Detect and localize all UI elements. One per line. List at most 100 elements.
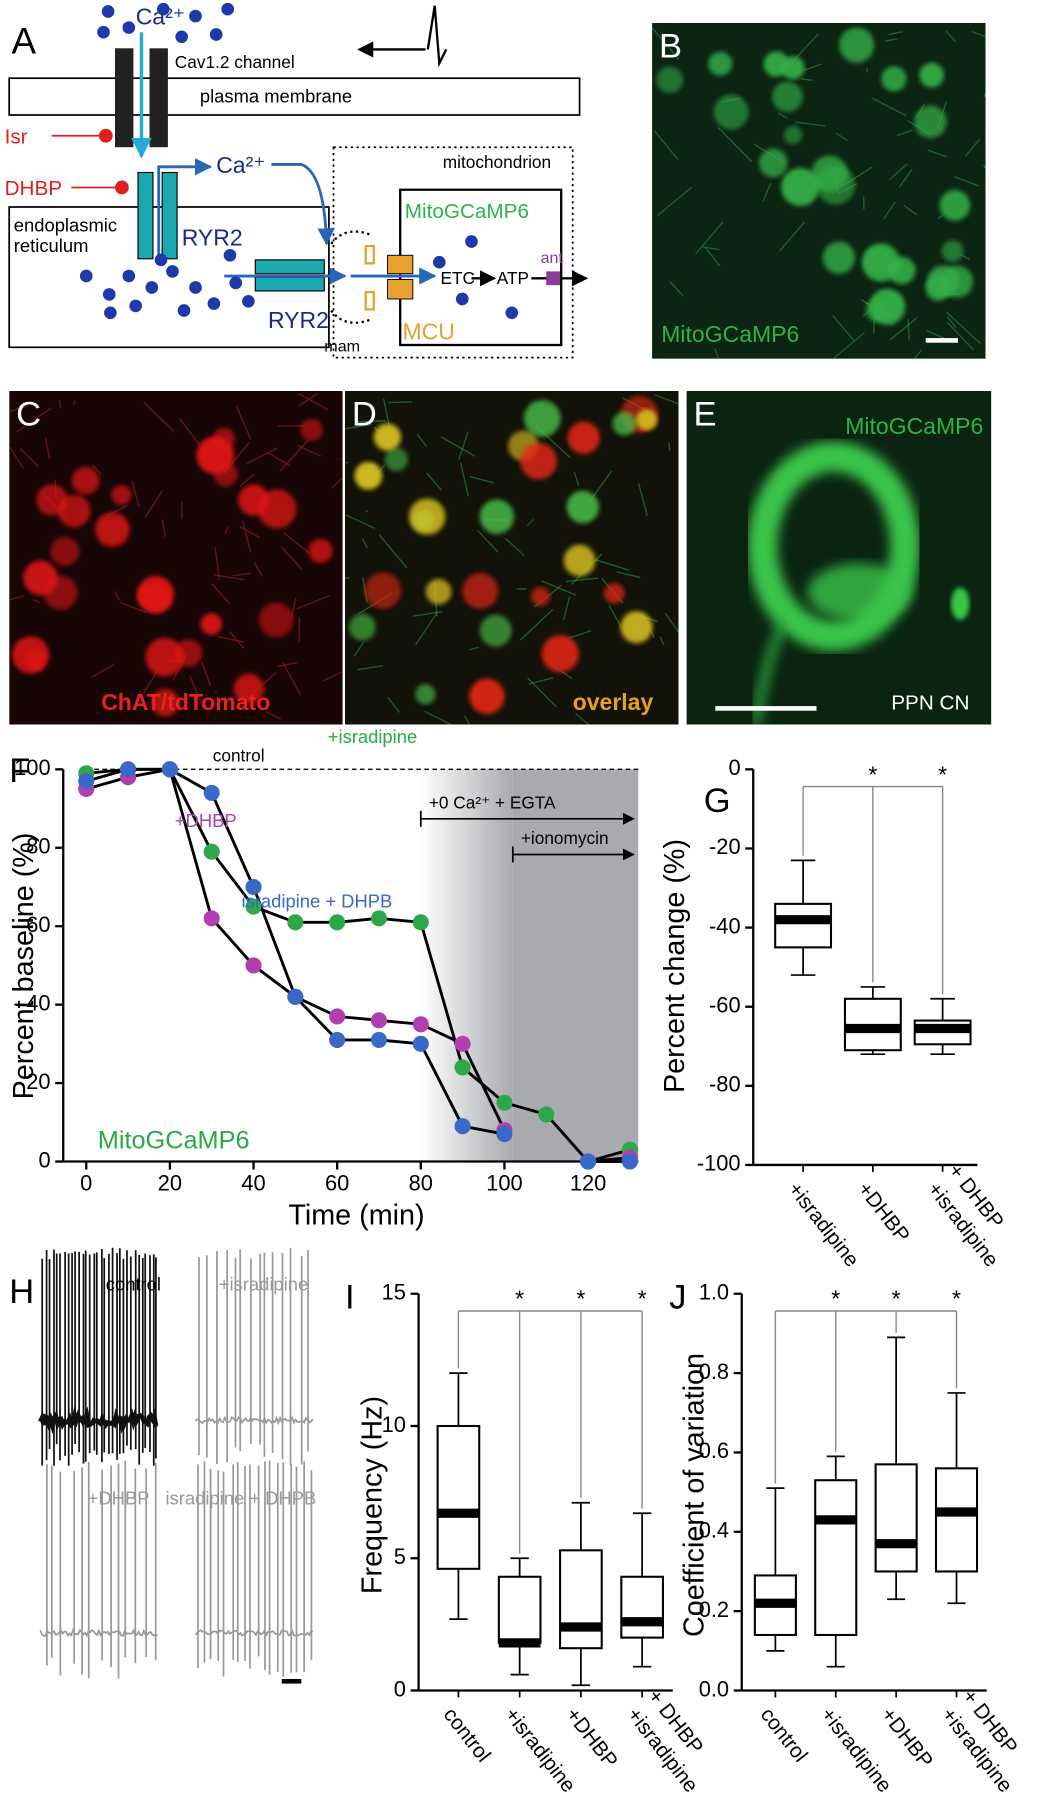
mam-label: mam (324, 338, 360, 356)
calcium-ion (122, 269, 136, 283)
fiber (898, 168, 913, 188)
inhibitor-dot (115, 180, 129, 195)
data-point (412, 1016, 429, 1033)
fiber (232, 572, 251, 577)
fiber (16, 407, 52, 433)
fiber (388, 401, 413, 404)
fiber (297, 444, 322, 457)
data-point (203, 843, 220, 860)
fiber (331, 476, 343, 489)
calcium-ion (505, 306, 519, 320)
drug-label: DHBP (5, 177, 62, 200)
data-point (245, 898, 262, 915)
fiber (242, 520, 252, 553)
cell (839, 27, 875, 63)
cell (566, 490, 600, 524)
data-point (621, 1153, 638, 1170)
mito-outline (332, 146, 574, 359)
spike-icon (426, 5, 448, 68)
cell (520, 442, 557, 480)
calcium-ion (156, 2, 170, 16)
fiber (265, 711, 282, 720)
y-tick-label: -100 (697, 1151, 741, 1176)
panel-label: E (693, 395, 716, 433)
fiber (946, 311, 982, 345)
x-tick-label: control (439, 1703, 495, 1766)
cell (348, 613, 376, 641)
significance-mark: * (868, 761, 877, 787)
y-tick-label: 0 (38, 1147, 50, 1172)
cell (925, 275, 951, 301)
fiber (361, 538, 368, 549)
fiber (945, 30, 956, 42)
fiber (322, 670, 343, 682)
cell (425, 578, 452, 605)
fiber (654, 394, 679, 405)
y-tick-label: 0.2 (699, 1597, 729, 1622)
series-label: +isradipine (328, 726, 417, 747)
fiber (9, 405, 28, 413)
fiber (92, 464, 102, 475)
panel-label: A (12, 20, 37, 61)
cell (772, 81, 803, 113)
fiber (832, 332, 865, 359)
calcium-ion (455, 292, 469, 306)
cell (523, 399, 561, 437)
data-point (329, 1008, 346, 1025)
fiber (189, 675, 204, 709)
fiber (267, 452, 291, 467)
fiber (415, 612, 438, 646)
data-point (245, 957, 262, 974)
fiber (355, 420, 386, 423)
mcu-label: MCU (403, 319, 455, 345)
figure-body: A Ca²⁺ Cav1.2 channel plasma membrane Is… (5, 2, 1022, 1797)
fiber (832, 314, 855, 342)
cell (95, 512, 130, 547)
x-tick-label: 20 (158, 1170, 182, 1195)
pore (364, 244, 375, 265)
x-tick-label: +isradipine (783, 1178, 863, 1271)
treatment-label: +ionomycin (521, 828, 609, 848)
calcium-ion (223, 248, 237, 262)
calcium-dots (79, 2, 519, 320)
trace-baseline (39, 1627, 158, 1638)
cell (200, 613, 223, 635)
fiber (801, 63, 822, 72)
calcium-ion (97, 25, 110, 39)
fiber (562, 596, 571, 621)
series-label: isradipine + DHPB (242, 891, 393, 912)
x-tick-label: 40 (241, 1170, 265, 1195)
trace-baseline (194, 1415, 314, 1426)
calcium-ion (145, 281, 159, 294)
mcu (387, 254, 414, 275)
cell (567, 421, 600, 454)
cell (939, 190, 971, 221)
data-point (412, 914, 429, 931)
cell (530, 587, 550, 607)
fiber (378, 534, 408, 569)
fiber (476, 529, 499, 553)
cell (914, 105, 947, 139)
organelle (951, 587, 970, 620)
mito-label: mitochondrion (443, 152, 551, 172)
calcium-ion (207, 297, 221, 310)
cell (137, 586, 158, 606)
fiber (573, 472, 580, 486)
panel-label: D (352, 395, 377, 433)
data-point (203, 910, 220, 927)
fiber (19, 448, 39, 467)
image-caption: MitoGCaMP6 (661, 321, 799, 347)
data-point (329, 914, 346, 931)
fiber (668, 442, 671, 452)
cell (213, 427, 236, 450)
calcium-ion (432, 255, 446, 269)
fiber (463, 715, 471, 725)
fiber (964, 138, 981, 157)
micrograph (652, 22, 986, 359)
fiber (246, 447, 278, 465)
panel-label: G (704, 782, 731, 820)
fiber (440, 436, 476, 457)
fiber (224, 526, 229, 536)
cell (763, 51, 790, 77)
